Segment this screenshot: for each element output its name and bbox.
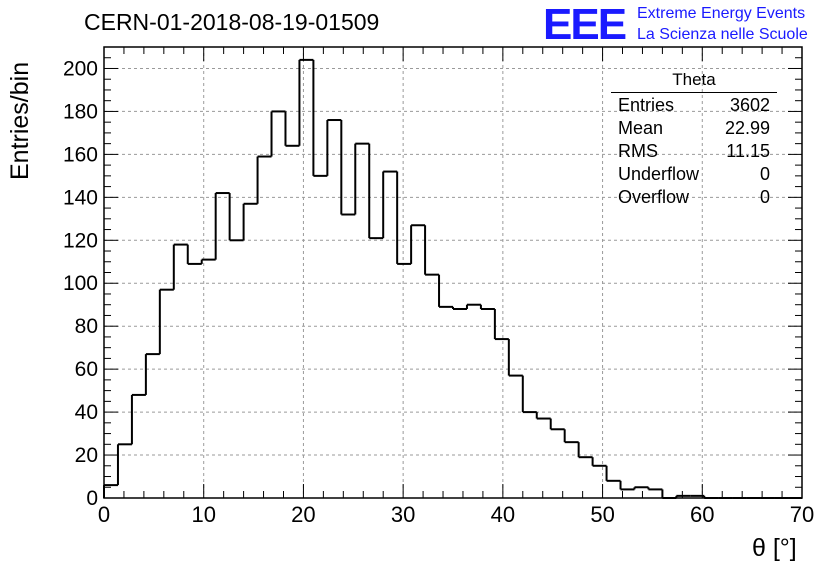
stats-row-underflow: Underflow 0: [611, 163, 777, 186]
stats-label: Overflow: [618, 187, 690, 207]
x-tick-label: 40: [491, 502, 515, 527]
y-tick-label: 120: [63, 229, 98, 252]
stats-value: 0: [759, 164, 770, 184]
stats-value: 22.99: [724, 118, 770, 138]
stats-box: Theta Entries 3602 Mean 22.99 RMS 11.15 …: [611, 70, 777, 209]
x-tick-label: 20: [291, 502, 315, 527]
y-tick-label: 100: [63, 272, 98, 295]
x-tick-label: 10: [191, 502, 215, 527]
y-tick-label: 0: [86, 487, 98, 510]
y-tick-label: 80: [75, 315, 98, 338]
stats-label: RMS: [618, 141, 658, 161]
stats-label: Underflow: [618, 164, 700, 184]
grid-lines: [104, 47, 802, 498]
logo-caption-line2: La Scienza nelle Scuole: [637, 26, 808, 43]
stats-row-overflow: Overflow 0: [611, 186, 777, 209]
chart-title: CERN-01-2018-08-19-01509: [84, 9, 380, 35]
stats-label: Mean: [618, 118, 664, 138]
y-tick-label: 140: [63, 186, 98, 209]
y-tick-label: 200: [63, 57, 98, 80]
y-tick-label: 40: [75, 401, 98, 424]
logo-caption: Extreme Energy Events La Scienza nelle S…: [637, 3, 808, 45]
x-tick-label: 50: [590, 502, 614, 527]
x-axis-label: θ [°]: [752, 534, 797, 562]
stats-row-mean: Mean 22.99: [611, 117, 777, 140]
x-tick-label: 30: [391, 502, 415, 527]
eee-logo: EEE: [543, 0, 627, 49]
y-tick-label: 160: [63, 143, 98, 166]
stats-value: 3602: [729, 95, 770, 115]
stats-row-rms: RMS 11.15: [611, 140, 777, 163]
histogram-bars: [103, 58, 802, 499]
x-tick-label: 70: [790, 502, 814, 527]
axis-ticks: [103, 46, 803, 499]
x-tick-label: 0: [98, 502, 110, 527]
x-tick-label: 60: [690, 502, 714, 527]
y-axis-label: Entries/bin: [6, 61, 34, 180]
logo-caption-line1: Extreme Energy Events: [637, 5, 806, 22]
tick-labels: 0 10 20 30 40 50 60 70 0 20 40 60 80 100 120 140 160 180 2…: [63, 57, 814, 527]
stats-value: 0: [759, 187, 770, 207]
y-tick-label: 60: [75, 358, 98, 381]
stats-value: 11.15: [726, 141, 770, 161]
stats-row-entries: Entries 3602: [611, 94, 777, 117]
stats-title: Theta: [611, 70, 777, 93]
y-tick-label: 180: [63, 100, 98, 123]
y-tick-label: 20: [75, 444, 98, 467]
stats-label: Entries: [618, 95, 675, 115]
